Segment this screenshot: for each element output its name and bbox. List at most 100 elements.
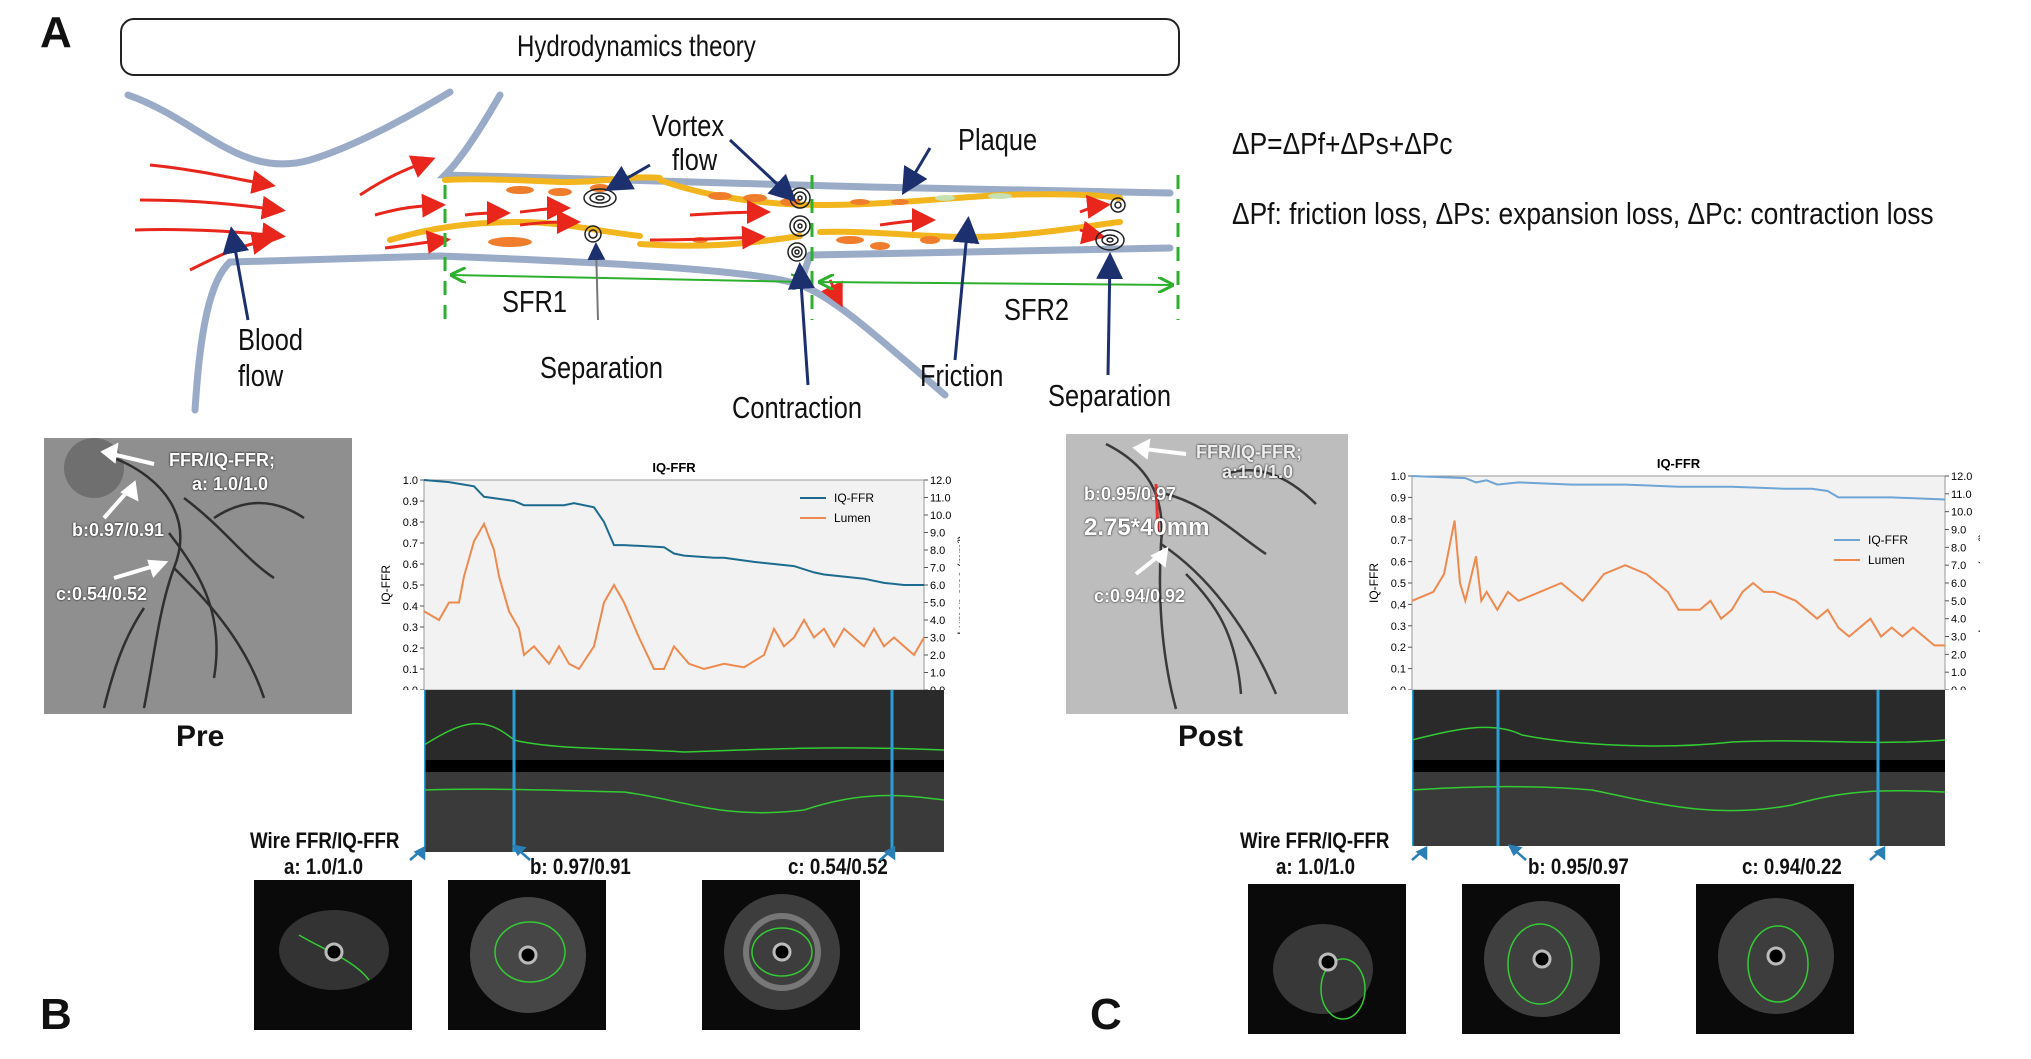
y2-tick-label: 8.0 [1951, 542, 1966, 554]
diagram-title: Hydrodynamics theory [517, 30, 756, 63]
series-line-iq-ffr [423, 479, 924, 586]
legend-label-lumen: Lumen [1868, 553, 1905, 567]
y-tick-label: 0.0 [403, 685, 418, 690]
post-wire-a: a: 1.0/1.0 [1276, 854, 1356, 879]
y2-tick-label: 4.0 [1951, 614, 1966, 626]
post-caption: Post [1178, 720, 1244, 753]
pre-chart-svg: IQ-FFR0.00.10.20.30.40.50.60.70.80.91.00… [379, 460, 969, 697]
y-tick-label: 0.0 [1391, 685, 1406, 690]
y-tick-label: 0.9 [403, 496, 418, 508]
pre-b-tag: b:0.97/0.91 [72, 520, 165, 540]
y-tick-label: 0.8 [403, 517, 418, 529]
y-tick-label: 0.1 [403, 664, 418, 676]
series-line-iq-ffr [1411, 475, 1946, 501]
label-flow: flow [238, 358, 284, 393]
label-vortex-flow: flow [672, 142, 718, 177]
y2-axis-label: Lumen area (mm²) [1976, 533, 1980, 632]
post-ivus-c [1696, 884, 1854, 1034]
post-b-tag: b:0.95/0.97 [1084, 484, 1177, 504]
post-angio-arrows [1132, 438, 1187, 576]
pre-chart: IQ-FFR0.00.10.20.30.40.50.60.70.80.91.00… [379, 440, 969, 697]
y-tick-label: 0.5 [1391, 578, 1406, 590]
y2-tick-label: 9.0 [1951, 525, 1966, 537]
label-friction: Friction [920, 358, 1004, 393]
y-axis-label: IQ-FFR [380, 565, 393, 605]
y-tick-label: 0.5 [403, 580, 418, 592]
y2-tick-label: 4.0 [930, 615, 945, 627]
pre-wire-a: a: 1.0/1.0 [284, 854, 364, 879]
label-separation-left: Separation [540, 350, 663, 385]
y2-tick-label: 6.0 [1951, 578, 1966, 590]
y2-tick-label: 11.0 [930, 493, 951, 505]
post-a-tag: a:1.0/1.0 [1222, 462, 1294, 482]
pre-wire-c: c: 0.54/0.52 [788, 854, 888, 879]
pre-ivus-c [702, 880, 860, 1030]
chart-title: IQ-FFR [652, 460, 696, 475]
series-line-lumen [423, 521, 925, 671]
post-stent-tag: 2.75*40mm [1084, 514, 1210, 541]
post-oct-svg [1412, 690, 1945, 846]
y2-tick-label: 2.0 [930, 650, 945, 662]
pre-oct-svg [424, 690, 944, 852]
pre-wire-title: Wire FFR/IQ-FFR [250, 828, 400, 853]
post-wire-b: b: 0.95/0.97 [1528, 854, 1629, 879]
y2-tick-label: 8.0 [930, 545, 945, 557]
pressure-equation: ΔP=ΔPf+ΔPs+ΔPc [1232, 126, 1453, 161]
flow-arrows [134, 155, 1111, 308]
post-ffr-tag: FFR/IQ-FFR; [1196, 442, 1302, 462]
hydrodynamics-diagram [124, 88, 1180, 414]
y-tick-label: 0.1 [1391, 664, 1406, 676]
panel-letter-b: B [40, 990, 72, 1039]
y-tick-label: 1.0 [1391, 471, 1406, 483]
y-tick-label: 0.6 [1391, 557, 1406, 569]
panel-letter-a: A [40, 8, 72, 57]
separation-pointer [587, 242, 606, 321]
y2-tick-label: 0.0 [1951, 685, 1966, 690]
pre-ivus-b [448, 880, 606, 1030]
y2-tick-label: 10.0 [930, 510, 951, 522]
legend-label-iq-ffr: IQ-FFR [1868, 533, 1908, 547]
pointer-lines [222, 138, 1124, 386]
pre-oct-longitudinal [424, 690, 944, 852]
y2-tick-label: 1.0 [1951, 667, 1966, 679]
y-tick-label: 0.9 [1391, 492, 1406, 504]
pre-wire-b: b: 0.97/0.91 [530, 854, 631, 879]
y2-tick-label: 7.0 [1951, 560, 1966, 572]
legend-label-iq-ffr: IQ-FFR [834, 491, 874, 505]
post-chart: IQ-FFR 0.0 0.1 0.2 0.3 0.4 0.5 0.6 0.7 0.8 0.9 1.0 0… [1350, 440, 1990, 697]
y2-tick-label: 3.0 [930, 633, 945, 645]
plot-area [423, 479, 925, 691]
series-line-lumen [1411, 520, 1945, 647]
y2-tick-label: 7.0 [930, 563, 945, 575]
label-plaque: Plaque [958, 122, 1038, 157]
post-vessel-tree [1066, 434, 1348, 714]
y2-tick-label: 6.0 [930, 580, 945, 592]
pre-a-tag: a: 1.0/1.0 [192, 474, 269, 494]
y-tick-label: 0.2 [1391, 642, 1406, 654]
y-tick-label: 0.2 [403, 643, 418, 655]
pre-angio-arrows [100, 442, 169, 580]
label-vortex: Vortex [652, 108, 725, 143]
post-c-tag: c:0.94/0.92 [1094, 586, 1186, 606]
label-sfr2: SFR2 [1004, 292, 1069, 327]
pre-vessel-tree [44, 438, 352, 714]
label-blood: Blood [238, 322, 304, 357]
label-sfr1: SFR1 [502, 284, 567, 319]
y-tick-label: 0.3 [1391, 621, 1406, 633]
post-wire-title: Wire FFR/IQ-FFR [1240, 828, 1390, 853]
panel-letter-c: C [1090, 990, 1122, 1039]
y2-tick-label: 9.0 [930, 528, 945, 540]
sfr-markers [443, 175, 1180, 320]
y-tick-label: 0.3 [403, 622, 418, 634]
post-chart-svg: IQ-FFR 0.0 0.1 0.2 0.3 0.4 0.5 0.6 0.7 0.8 0.9 1.0 0… [1367, 456, 1990, 697]
y-tick-label: 0.7 [1391, 535, 1406, 547]
y2-tick-label: 3.0 [1951, 632, 1966, 644]
y2-tick-label: 2.0 [1951, 649, 1966, 661]
y-tick-label: 0.6 [403, 559, 418, 571]
y-tick-label: 0.4 [403, 601, 418, 613]
y-tick-label: 0.8 [1391, 514, 1406, 526]
y2-tick-label: 12.0 [1951, 471, 1972, 483]
y2-tick-label: 5.0 [1951, 596, 1966, 608]
label-contraction: Contraction [732, 390, 862, 425]
pre-angiogram: FFR/IQ-FFR; a: 1.0/1.0 b:0.97/0.91 c:0.5… [44, 438, 352, 714]
